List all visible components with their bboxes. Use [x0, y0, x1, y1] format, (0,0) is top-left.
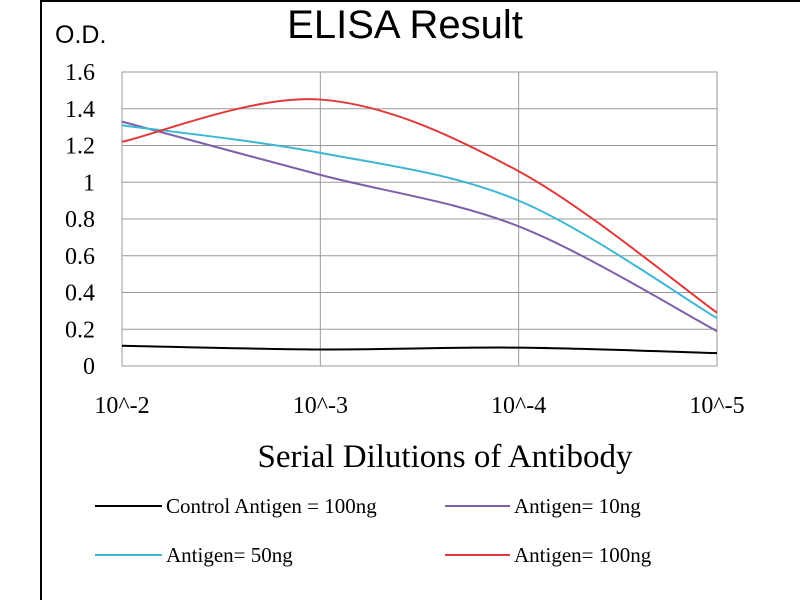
legend: Control Antigen = 100ng Antigen= 10ng Anti…	[95, 494, 652, 567]
axis-ticks: 0 0.2 0.4 0.6 0.8 1 1.2 1.4 1.6 10^-2 10^-3 10^-4 10…	[65, 60, 745, 419]
x-tick-label: 10^-4	[491, 393, 546, 419]
x-tick-label: 10^-5	[689, 393, 744, 419]
y-tick-label: 1	[83, 170, 95, 196]
gridlines	[121, 71, 718, 367]
y-tick-label: 1.2	[65, 134, 95, 160]
legend-label: Antigen= 10ng	[514, 494, 641, 518]
y-tick-label: 0.2	[65, 317, 95, 343]
y-tick-label: 0	[83, 354, 95, 380]
y-tick-label: 1.6	[65, 60, 95, 86]
y-tick-label: 0.6	[65, 244, 95, 270]
series-line-3	[121, 98, 718, 314]
chart-frame	[40, 0, 800, 600]
y-tick-label: 1.4	[65, 97, 95, 123]
series-line-1	[121, 120, 718, 332]
y-tick-label: 0.8	[65, 207, 95, 233]
x-axis-label: Serial Dilutions of Antibody	[258, 439, 633, 475]
legend-label: Antigen= 100ng	[514, 543, 652, 567]
legend-label: Antigen= 50ng	[166, 543, 293, 567]
x-tick-label: 10^-2	[94, 393, 149, 419]
chart-title: ELISA Result	[287, 3, 523, 47]
series-lines	[121, 98, 718, 355]
x-tick-label: 10^-3	[293, 393, 348, 419]
legend-label: Control Antigen = 100ng	[166, 494, 377, 518]
series-line-2	[121, 124, 718, 320]
y-tick-label: 0.4	[65, 281, 95, 307]
series-line-0	[121, 344, 718, 355]
y-axis-label: O.D.	[55, 21, 106, 49]
